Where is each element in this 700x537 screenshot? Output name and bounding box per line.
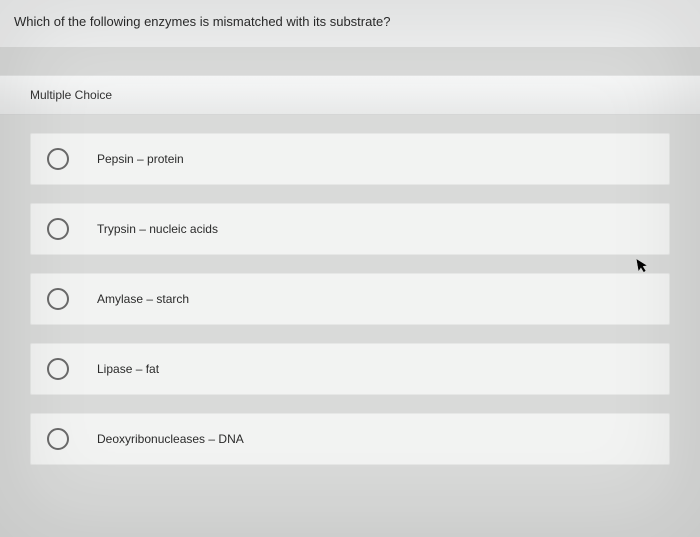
radio-icon[interactable] xyxy=(47,148,69,170)
option-label: Trypsin – nucleic acids xyxy=(97,222,218,236)
options-container: Pepsin – protein Trypsin – nucleic acids… xyxy=(0,115,700,465)
radio-icon[interactable] xyxy=(47,288,69,310)
option-row[interactable]: Amylase – starch xyxy=(30,273,670,325)
option-label: Pepsin – protein xyxy=(97,152,184,166)
section-label: Multiple Choice xyxy=(30,88,112,102)
option-label: Lipase – fat xyxy=(97,362,159,376)
option-row[interactable]: Pepsin – protein xyxy=(30,133,670,185)
radio-icon[interactable] xyxy=(47,358,69,380)
option-row[interactable]: Deoxyribonucleases – DNA xyxy=(30,413,670,465)
option-row[interactable]: Lipase – fat xyxy=(30,343,670,395)
question-bar: Which of the following enzymes is mismat… xyxy=(0,0,700,47)
question-text: Which of the following enzymes is mismat… xyxy=(14,14,390,29)
radio-icon[interactable] xyxy=(47,218,69,240)
option-label: Amylase – starch xyxy=(97,292,189,306)
option-row[interactable]: Trypsin – nucleic acids xyxy=(30,203,670,255)
multiple-choice-header: Multiple Choice xyxy=(0,75,700,115)
option-label: Deoxyribonucleases – DNA xyxy=(97,432,244,446)
radio-icon[interactable] xyxy=(47,428,69,450)
